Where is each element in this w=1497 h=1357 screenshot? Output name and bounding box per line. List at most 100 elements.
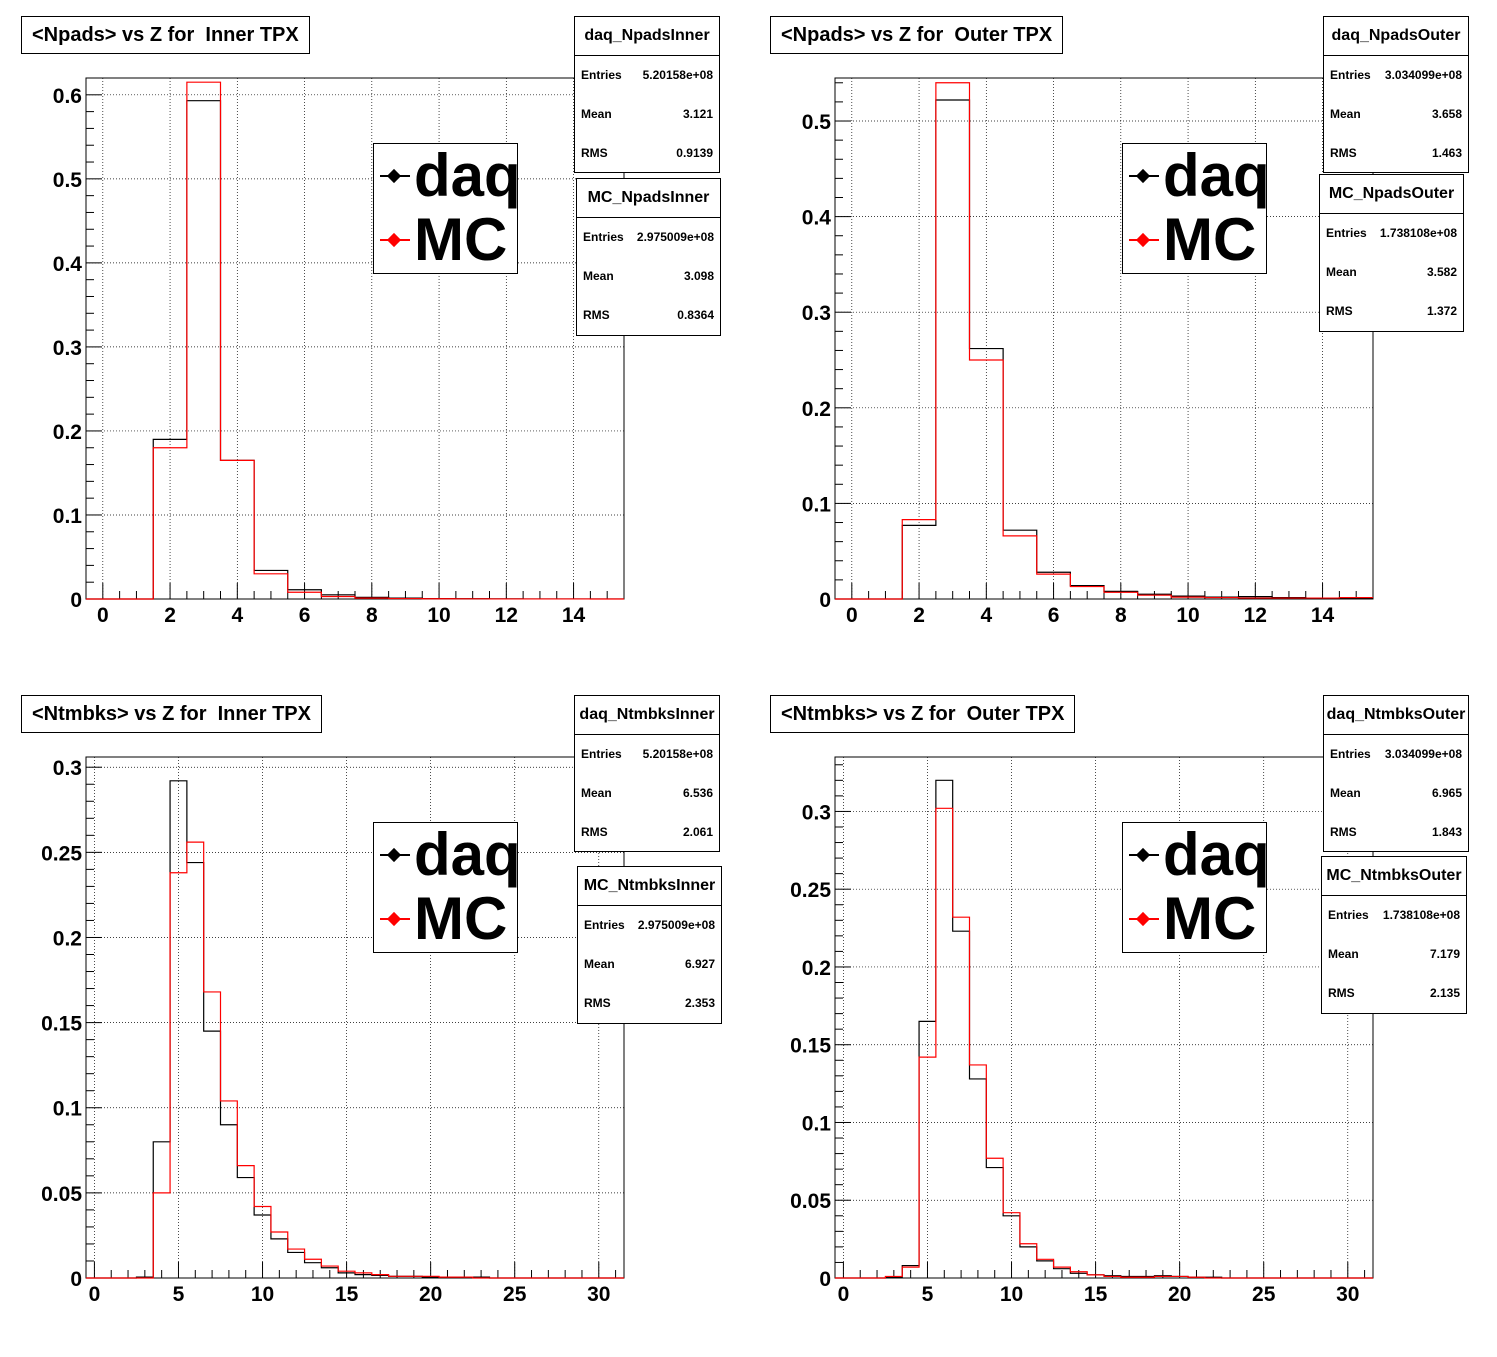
stats-mean-value: 3.582 xyxy=(1426,265,1457,279)
stats-entries-value: 1.738108e+08 xyxy=(1379,226,1457,240)
x-tick-label: 4 xyxy=(231,604,243,627)
x-tick-label: 12 xyxy=(1244,604,1267,627)
histogram-series-mc xyxy=(835,82,1373,600)
daq-marker-icon xyxy=(1129,845,1159,865)
mc-marker-icon xyxy=(380,909,410,929)
y-tick-label: 0 xyxy=(70,589,82,612)
y-tick-label: 0.3 xyxy=(802,801,831,824)
stats-name: daq_NtmbksInner xyxy=(575,696,719,735)
stats-rms-label: RMS xyxy=(581,825,608,839)
stats-entries-value: 5.20158e+08 xyxy=(642,68,713,82)
stats-rms-label: RMS xyxy=(1326,304,1353,318)
stats-name: MC_NtmbksOuter xyxy=(1322,857,1466,896)
stats-rms-value: 2.135 xyxy=(1429,986,1460,1000)
stats-box-mc-ntmbks-outer: MC_NtmbksOuter Entries 1.738108e+08 Mean 7… xyxy=(1321,856,1467,1014)
legend-label-daq: daq xyxy=(1163,142,1270,209)
stats-name: MC_NpadsOuter xyxy=(1320,175,1463,214)
y-tick-label: 0.15 xyxy=(790,1035,831,1058)
y-tick-label: 0.5 xyxy=(53,169,83,192)
y-tick-label: 0.2 xyxy=(53,927,82,950)
x-tick-label: 14 xyxy=(562,604,586,627)
histogram-series-mc xyxy=(835,807,1373,1279)
stats-rms-value: 2.061 xyxy=(682,825,713,839)
stats-rms-label: RMS xyxy=(1330,146,1357,160)
stats-entries-label: Entries xyxy=(1326,226,1367,240)
histogram-panel-4: 0 0.05 0.1 0.15 0.2 0.25 0.3 0 5 10 15 20 25 30 xyxy=(790,756,1374,1306)
legend-ntmbks-inner: daq MC xyxy=(373,821,521,953)
stats-mean-label: Mean xyxy=(1330,107,1361,121)
legend-label-mc: MC xyxy=(1163,885,1257,952)
histogram-panel-2: 0 0.1 0.2 0.3 0.4 0.5 0 2 4 6 8 10 12 14 xyxy=(802,77,1374,627)
stats-name: MC_NtmbksInner xyxy=(578,867,721,906)
stats-entries-label: Entries xyxy=(583,230,624,244)
stats-mean-value: 6.927 xyxy=(684,957,715,971)
x-tick-label: 10 xyxy=(427,604,450,627)
x-tick-label: 25 xyxy=(1252,1283,1276,1306)
panel-title-ntmbks-outer: <Ntmbks> vs Z for Outer TPX xyxy=(770,695,1076,733)
x-tick-label: 6 xyxy=(1048,604,1060,627)
x-tick-label: 10 xyxy=(1000,1283,1023,1306)
x-tick-label: 0 xyxy=(838,1283,850,1306)
y-tick-label: 0.6 xyxy=(53,85,82,108)
panel-title-ntmbks-inner: <Ntmbks> vs Z for Inner TPX xyxy=(21,695,322,733)
x-tick-label: 0 xyxy=(97,604,109,627)
stats-mean-value: 3.658 xyxy=(1431,107,1462,121)
y-tick-label: 0.3 xyxy=(53,757,82,780)
plot-frame xyxy=(85,77,625,600)
y-tick-label: 0.25 xyxy=(41,842,82,865)
legend-entry-mc: MC xyxy=(374,889,507,949)
x-tick-label: 8 xyxy=(366,604,378,627)
y-tick-label: 0.25 xyxy=(790,879,831,902)
x-tick-label: 5 xyxy=(173,1283,185,1306)
x-tick-label: 6 xyxy=(299,604,311,627)
legend-entry-mc: MC xyxy=(1123,210,1256,270)
stats-mean-value: 3.098 xyxy=(683,269,714,283)
x-tick-label: 5 xyxy=(922,1283,934,1306)
stats-entries-label: Entries xyxy=(581,68,622,82)
stats-mean-value: 6.536 xyxy=(682,786,713,800)
plot-frame xyxy=(85,756,625,1279)
stats-box-mc-npads-outer: MC_NpadsOuter Entries 1.738108e+08 Mean 3.… xyxy=(1319,174,1464,332)
stats-mean-value: 7.179 xyxy=(1429,947,1460,961)
x-tick-label: 10 xyxy=(251,1283,274,1306)
plot-frame xyxy=(834,77,1374,600)
daq-marker-icon xyxy=(1129,166,1159,186)
x-tick-label: 20 xyxy=(419,1283,442,1306)
stats-entries-label: Entries xyxy=(1330,68,1371,82)
x-tick-label: 10 xyxy=(1176,604,1199,627)
y-tick-label: 0.05 xyxy=(790,1190,831,1213)
stats-rms-label: RMS xyxy=(583,308,610,322)
y-tick-label: 0.2 xyxy=(802,398,831,421)
x-tick-label: 20 xyxy=(1168,1283,1191,1306)
stats-entries-label: Entries xyxy=(1328,908,1369,922)
y-tick-label: 0.05 xyxy=(41,1183,82,1206)
legend-entry-mc: MC xyxy=(1123,889,1256,949)
y-tick-label: 0 xyxy=(819,589,831,612)
panel-title-npads-outer: <Npads> vs Z for Outer TPX xyxy=(770,16,1064,54)
stats-entries-value: 2.975009e+08 xyxy=(637,918,715,932)
legend-npads-outer: daq MC xyxy=(1122,142,1270,274)
y-tick-label: 0 xyxy=(70,1268,82,1291)
stats-rms-value: 2.353 xyxy=(684,996,715,1010)
x-tick-label: 12 xyxy=(495,604,518,627)
legend-npads-inner: daq MC xyxy=(373,143,521,274)
stats-entries-value: 1.738108e+08 xyxy=(1382,908,1460,922)
x-tick-label: 30 xyxy=(587,1283,610,1306)
x-tick-label: 14 xyxy=(1311,604,1335,627)
y-tick-label: 0.4 xyxy=(802,207,832,230)
y-tick-label: 0.3 xyxy=(802,302,831,325)
stats-box-daq-ntmbks-outer: daq_NtmbksOuter Entries 3.034099e+08 Mean… xyxy=(1323,695,1469,852)
stats-box-daq-ntmbks-inner: daq_NtmbksInner Entries 5.20158e+08 Mean 6… xyxy=(574,695,720,852)
mc-marker-icon xyxy=(1129,909,1159,929)
legend-label-daq: daq xyxy=(414,821,521,888)
stats-mean-label: Mean xyxy=(1328,947,1359,961)
legend-entry-daq: daq xyxy=(374,146,521,206)
x-tick-label: 8 xyxy=(1115,604,1127,627)
stats-rms-label: RMS xyxy=(584,996,611,1010)
stats-mean-label: Mean xyxy=(1326,265,1357,279)
daq-marker-icon xyxy=(380,845,410,865)
stats-entries-label: Entries xyxy=(581,747,622,761)
stats-rms-label: RMS xyxy=(1330,825,1357,839)
stats-entries-label: Entries xyxy=(584,918,625,932)
mc-marker-icon xyxy=(380,230,410,250)
